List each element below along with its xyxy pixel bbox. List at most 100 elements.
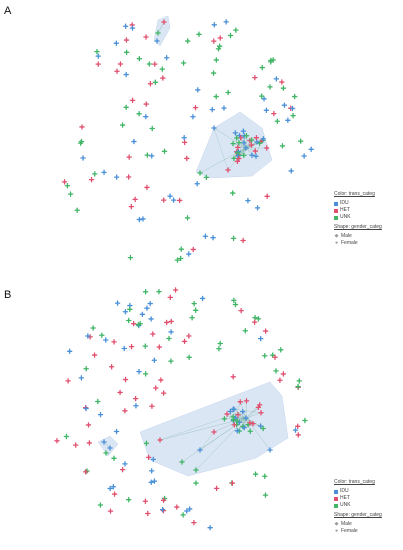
node-het xyxy=(144,184,150,191)
node-het xyxy=(234,158,241,165)
node-het xyxy=(192,104,199,111)
node-idu xyxy=(202,233,209,240)
node-unk xyxy=(258,93,265,99)
node-het xyxy=(224,411,230,417)
legend-b-color-title: Color: trans_categ xyxy=(334,479,375,485)
node-idu xyxy=(113,174,120,180)
node-idu xyxy=(241,424,248,431)
panel-b-label: B xyxy=(4,289,11,301)
node-unk xyxy=(229,190,236,196)
node-idu xyxy=(123,71,129,78)
node-unk xyxy=(135,321,142,328)
node-idu xyxy=(113,428,120,435)
node-het xyxy=(174,504,180,510)
node-idu xyxy=(122,461,128,467)
node-idu xyxy=(151,357,158,364)
legend-b-item-unk: UNK xyxy=(334,502,382,509)
node-unk xyxy=(144,152,151,158)
node-het xyxy=(130,320,137,327)
node-unk xyxy=(260,425,266,432)
node-idu xyxy=(194,180,200,187)
node-unk xyxy=(247,428,254,434)
node-het xyxy=(122,408,128,414)
node-idu xyxy=(230,406,236,413)
node-het xyxy=(238,307,244,314)
circle-icon: ● xyxy=(334,528,339,534)
node-idu xyxy=(260,136,267,142)
node-unk xyxy=(179,459,185,465)
node-het xyxy=(181,139,188,146)
node-idu xyxy=(221,105,227,111)
node-unk xyxy=(230,235,237,242)
node-idu xyxy=(281,102,288,108)
node-het xyxy=(54,438,60,444)
legend-b-idu-label: IDU xyxy=(340,488,349,494)
node-unk xyxy=(252,471,259,477)
edge xyxy=(199,431,215,451)
node-het xyxy=(263,145,270,151)
node-unk xyxy=(94,48,100,55)
node-het xyxy=(111,339,117,345)
node-idu xyxy=(261,96,267,102)
node-het xyxy=(217,35,223,41)
edge xyxy=(213,127,229,171)
legend-a-female-label: Female xyxy=(341,240,358,246)
node-het xyxy=(211,38,217,44)
node-het xyxy=(114,68,120,75)
node-idu xyxy=(263,107,270,114)
node-idu xyxy=(121,345,128,352)
node-het xyxy=(250,420,256,427)
edge xyxy=(245,147,253,156)
node-unk xyxy=(103,450,109,456)
node-unk xyxy=(225,89,231,96)
edge xyxy=(233,408,262,413)
node-unk xyxy=(136,55,143,62)
node-het xyxy=(85,422,92,428)
node-unk xyxy=(67,191,74,197)
node-het xyxy=(264,193,270,200)
legend-a-color-title: Color: trans_categ xyxy=(334,191,375,197)
node-het xyxy=(158,377,164,383)
legend-a-item-unk: UNK xyxy=(334,214,382,221)
node-het xyxy=(117,61,124,67)
unk-swatch xyxy=(334,503,338,508)
node-idu xyxy=(211,22,218,28)
node-het xyxy=(252,148,259,154)
legend-a-item-male: ◆ Male xyxy=(334,233,382,240)
node-unk xyxy=(192,307,199,314)
node-idu xyxy=(209,106,216,113)
edge xyxy=(233,400,247,410)
node-idu xyxy=(245,197,251,204)
legend-b-female-label: Female xyxy=(341,528,358,534)
node-het xyxy=(163,319,170,326)
node-idu xyxy=(101,169,107,176)
node-idu xyxy=(241,140,247,146)
node-unk xyxy=(178,246,185,252)
node-unk xyxy=(248,137,255,143)
node-unk xyxy=(180,60,187,66)
node-unk xyxy=(232,301,239,308)
node-idu xyxy=(107,445,113,451)
node-het xyxy=(243,398,250,404)
node-idu xyxy=(102,337,109,343)
node-idu xyxy=(95,53,102,59)
node-het xyxy=(160,197,167,203)
node-unk xyxy=(252,314,258,321)
panel-b: B xyxy=(4,287,308,531)
node-idu xyxy=(292,427,299,433)
node-unk xyxy=(77,140,84,146)
node-het xyxy=(181,338,188,345)
node-het xyxy=(117,389,123,396)
node-unk xyxy=(295,383,301,390)
edge xyxy=(233,409,247,419)
node-unk xyxy=(279,143,286,149)
node-het xyxy=(240,237,246,244)
node-idu xyxy=(243,145,249,151)
node-het xyxy=(272,354,278,360)
node-unk xyxy=(168,358,174,364)
node-unk xyxy=(231,297,237,304)
node-idu xyxy=(227,408,234,415)
node-idu xyxy=(211,125,217,131)
legend-b-item-idu: IDU xyxy=(334,488,382,495)
